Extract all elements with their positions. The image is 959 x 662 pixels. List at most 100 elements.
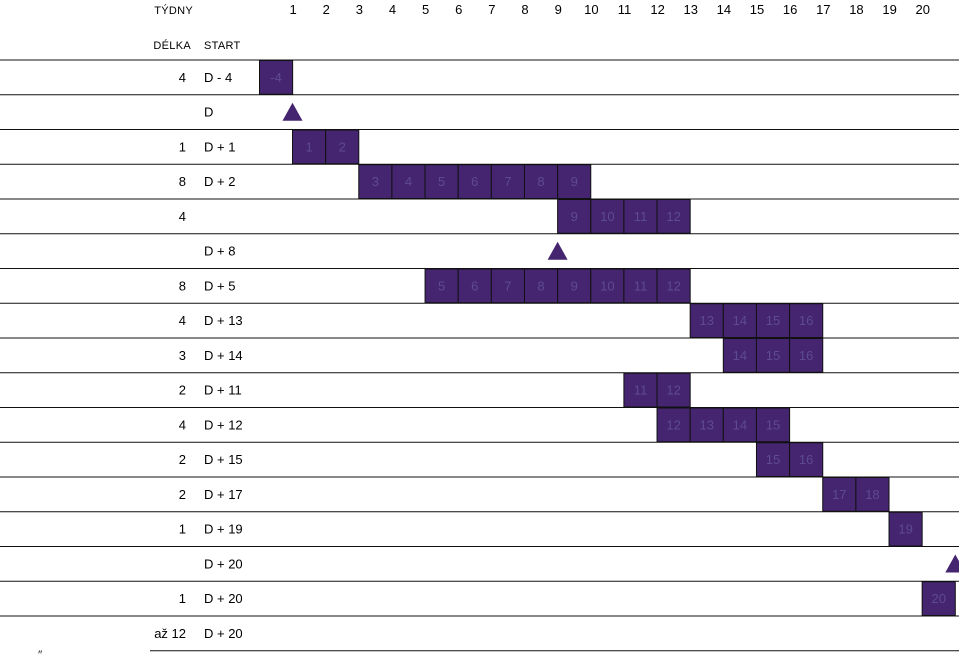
bar-cell-label: 12	[666, 278, 680, 293]
bar-cell-label: 12	[666, 209, 680, 224]
week-tick-label: 2	[323, 2, 330, 17]
milestone-marker	[945, 555, 959, 573]
row-start-label: D	[204, 105, 213, 120]
week-tick-label: 13	[684, 2, 698, 17]
week-tick-label: 6	[455, 2, 462, 17]
row-start-label: D + 20	[204, 591, 243, 606]
row-length-label: 8	[179, 174, 186, 189]
bar-cell-label: 16	[799, 313, 813, 328]
start-header: START	[204, 40, 241, 52]
row-start-label: D + 5	[204, 278, 235, 293]
bar-cell-label: 14	[733, 313, 747, 328]
row-length-label: 4	[179, 209, 186, 224]
week-tick-label: 10	[584, 2, 598, 17]
row-length-label: 2	[179, 452, 186, 467]
week-tick-label: 12	[650, 2, 664, 17]
week-tick-label: 3	[356, 2, 363, 17]
bar-cell-label: 6	[471, 278, 478, 293]
week-tick-label: 7	[488, 2, 495, 17]
week-tick-label: 9	[555, 2, 562, 17]
bar-cell-label: 13	[700, 313, 714, 328]
milestone-marker	[548, 242, 568, 260]
row-length-label: 4	[179, 70, 186, 85]
bar-cell-label: 3	[372, 174, 379, 189]
bar-cell-label: 9	[571, 174, 578, 189]
week-tick-label: 18	[849, 2, 863, 17]
row-start-label: D + 13	[204, 313, 243, 328]
bar-cell-label: 1	[305, 139, 312, 154]
row-length-label: 8	[179, 278, 186, 293]
row-start-label: D + 19	[204, 522, 243, 537]
week-tick-label: 15	[750, 2, 764, 17]
row-start-label: D + 20	[204, 626, 243, 641]
bar-cell-label: 10	[600, 209, 614, 224]
row-length-label: 4	[179, 417, 186, 432]
week-tick-label: 8	[521, 2, 528, 17]
bar-cell-label: 11	[634, 209, 648, 224]
row-start-label: D + 15	[204, 452, 243, 467]
week-tick-label: 4	[389, 2, 396, 17]
bar-cell-label: 14	[733, 417, 747, 432]
bar-cell-label: 10	[600, 278, 614, 293]
row-start-label: D + 1	[204, 139, 235, 154]
bar-cell-label: 2	[339, 139, 346, 154]
bar-cell-label: 12	[666, 417, 680, 432]
week-tick-label: 16	[783, 2, 797, 17]
bar-cell-label: 7	[504, 174, 511, 189]
row-start-label: D + 11	[204, 383, 242, 398]
row-start-label: D + 2	[204, 174, 235, 189]
bar-cell-label: -4	[270, 70, 282, 85]
row-length-label: 2	[179, 383, 186, 398]
row-length-label: až 12	[154, 626, 186, 641]
row-length-label: 1	[179, 591, 186, 606]
weeks-header: TÝDNY	[154, 4, 193, 17]
bar-cell-label: 9	[571, 278, 578, 293]
row-start-label: D + 8	[204, 244, 235, 259]
bar-cell-label: 8	[537, 174, 544, 189]
bar-cell-label: 8	[537, 278, 544, 293]
row-length-label: 2	[179, 487, 186, 502]
bar-cell-label: 15	[766, 452, 780, 467]
week-tick-label: 17	[816, 2, 830, 17]
bar-cell-label: 16	[799, 348, 813, 363]
row-length-label: 4	[179, 313, 186, 328]
row-start-label: D - 4	[204, 70, 232, 85]
bar-cell-label: 11	[634, 278, 648, 293]
row-start-label: D + 17	[204, 487, 243, 502]
bar-cell-label: 11	[634, 383, 648, 398]
row-length-label: 3	[179, 348, 186, 363]
row-start-label: D + 12	[204, 417, 243, 432]
bar-cell-label: 18	[865, 487, 879, 502]
bar-cell-label: 5	[438, 278, 445, 293]
footnote-mark: ″	[38, 648, 42, 662]
bar-cell-label: 9	[571, 209, 578, 224]
row-length-label: 1	[179, 522, 186, 537]
bar-cell-label: 5	[438, 174, 445, 189]
bar-cell-label: 13	[700, 417, 714, 432]
bar-cell-label: 19	[898, 522, 912, 537]
row-length-label: 1	[179, 139, 186, 154]
bar-cell-label: 15	[766, 348, 780, 363]
week-tick-label: 19	[882, 2, 896, 17]
week-tick-label: 5	[422, 2, 429, 17]
milestone-marker	[283, 103, 303, 121]
week-tick-label: 1	[289, 2, 296, 17]
bar-cell-label: 7	[504, 278, 511, 293]
row-start-label: D + 20	[204, 556, 243, 571]
bar-cell-label: 6	[471, 174, 478, 189]
bar-cell-label: 4	[405, 174, 412, 189]
row-start-label: D + 14	[204, 348, 243, 363]
bar-cell-label: 12	[666, 383, 680, 398]
week-tick-label: 14	[717, 2, 731, 17]
row-labels: 4 D - 4 D 1 D + 1 8 D + 2 4 D + 8 8 D + 5 4 D + 13 3 D…	[154, 70, 242, 641]
bar-cell-label: 17	[832, 487, 846, 502]
week-tick-label: 11	[618, 2, 632, 17]
bar-cell-label: 20	[931, 591, 945, 606]
bar-cell-label: 15	[766, 417, 780, 432]
bar-cell-label: 15	[766, 313, 780, 328]
week-tick-label: 20	[915, 2, 929, 17]
length-header: DÉLKA	[153, 39, 191, 52]
bar-cell-label: 16	[799, 452, 813, 467]
